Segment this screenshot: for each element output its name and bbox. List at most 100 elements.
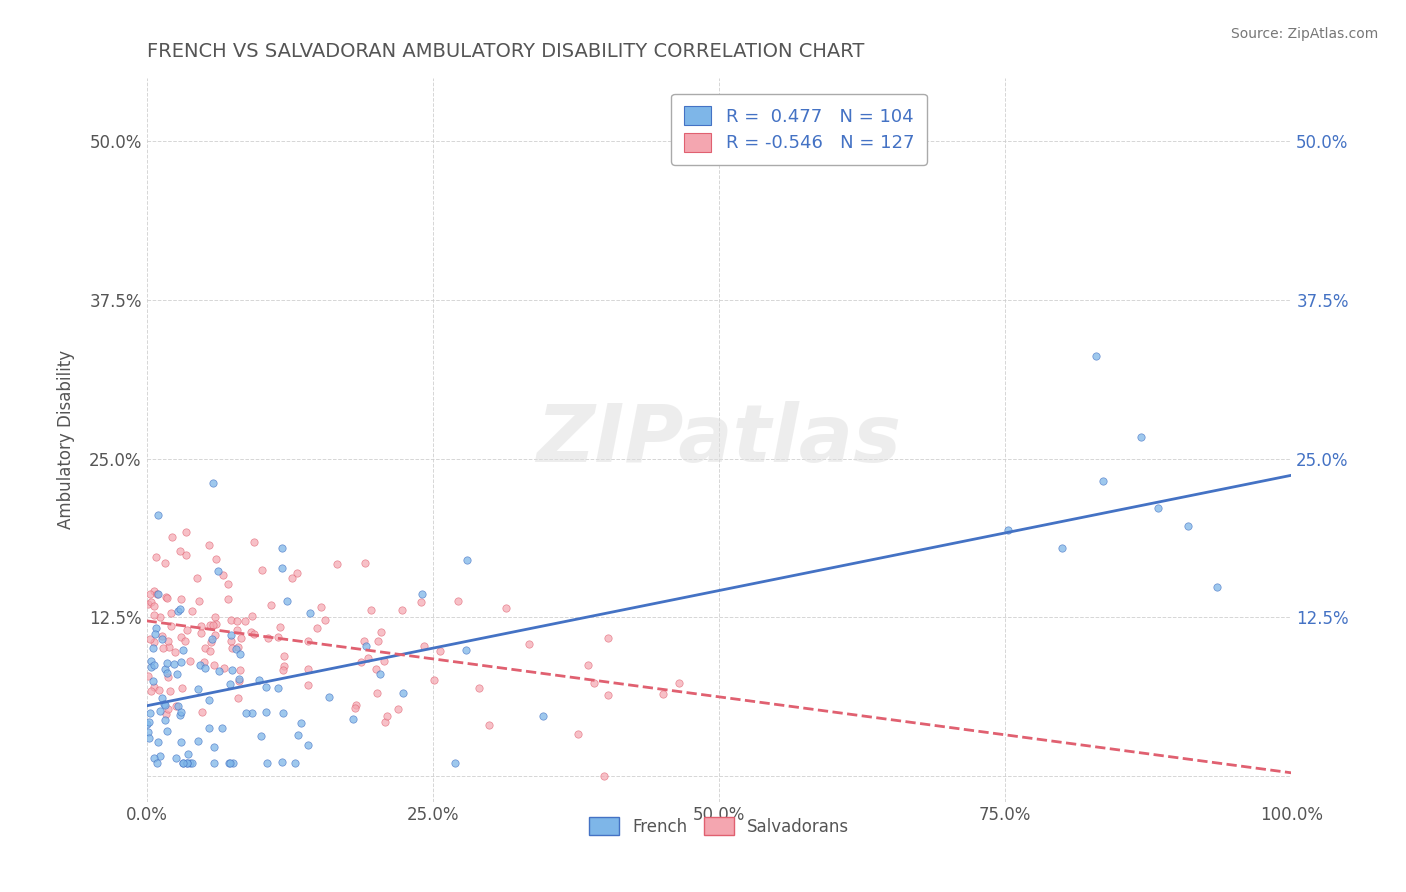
Point bbox=[167, 699, 190, 714]
Point bbox=[1130, 430, 1153, 444]
Point bbox=[231, 631, 253, 645]
Point bbox=[170, 706, 193, 720]
Point bbox=[1085, 349, 1108, 363]
Point bbox=[157, 640, 180, 654]
Point bbox=[198, 643, 221, 657]
Point bbox=[198, 617, 221, 632]
Point bbox=[139, 595, 162, 609]
Point bbox=[157, 670, 180, 684]
Point bbox=[360, 603, 382, 617]
Point bbox=[299, 606, 322, 620]
Point bbox=[219, 677, 242, 691]
Point bbox=[1206, 580, 1229, 594]
Point bbox=[668, 676, 690, 690]
Point bbox=[194, 641, 217, 656]
Point bbox=[1177, 518, 1199, 533]
Point bbox=[201, 475, 224, 490]
Point bbox=[229, 663, 252, 677]
Point bbox=[150, 629, 173, 643]
Point bbox=[228, 647, 250, 661]
Point bbox=[287, 728, 309, 742]
Point bbox=[225, 642, 247, 657]
Point bbox=[143, 627, 166, 641]
Point bbox=[342, 712, 364, 726]
Point bbox=[387, 702, 409, 716]
Point bbox=[271, 663, 294, 677]
Point bbox=[186, 571, 208, 585]
Point bbox=[198, 692, 221, 706]
Point bbox=[997, 523, 1019, 537]
Point bbox=[350, 655, 373, 669]
Point bbox=[273, 658, 295, 673]
Point bbox=[533, 709, 555, 723]
Point bbox=[468, 681, 491, 695]
Point bbox=[152, 640, 174, 655]
Point bbox=[139, 632, 162, 646]
Point bbox=[297, 662, 319, 676]
Point bbox=[190, 626, 212, 640]
Point bbox=[157, 633, 180, 648]
Point bbox=[314, 613, 336, 627]
Point bbox=[271, 756, 294, 770]
Point bbox=[413, 639, 436, 653]
Point bbox=[142, 658, 165, 673]
Point bbox=[219, 756, 242, 771]
Point bbox=[228, 674, 250, 689]
Point bbox=[247, 673, 270, 688]
Point bbox=[281, 570, 304, 584]
Point bbox=[271, 706, 294, 720]
Point bbox=[156, 591, 179, 605]
Point bbox=[170, 681, 193, 695]
Point bbox=[148, 683, 170, 698]
Point bbox=[297, 738, 319, 752]
Point bbox=[141, 684, 163, 698]
Point bbox=[177, 747, 200, 761]
Point bbox=[169, 602, 191, 616]
Point bbox=[374, 714, 396, 729]
Point bbox=[576, 658, 599, 673]
Point bbox=[176, 756, 198, 771]
Point bbox=[193, 655, 215, 669]
Point bbox=[285, 566, 308, 581]
Point bbox=[188, 593, 211, 607]
Point bbox=[155, 698, 177, 712]
Point bbox=[366, 686, 388, 700]
Point bbox=[456, 553, 478, 567]
Point bbox=[136, 597, 159, 611]
Point bbox=[356, 639, 378, 653]
Point bbox=[176, 623, 198, 637]
Point bbox=[139, 587, 162, 601]
Point bbox=[191, 705, 214, 719]
Point bbox=[179, 756, 201, 771]
Point bbox=[297, 633, 319, 648]
Point bbox=[155, 724, 177, 739]
Point bbox=[411, 594, 433, 608]
Point bbox=[270, 561, 292, 575]
Point bbox=[273, 648, 295, 663]
Point bbox=[150, 632, 173, 646]
Point bbox=[138, 714, 160, 729]
Point bbox=[1091, 475, 1114, 489]
Point bbox=[187, 733, 209, 747]
Point bbox=[205, 552, 228, 566]
Point bbox=[226, 640, 249, 654]
Point bbox=[149, 704, 172, 718]
Point bbox=[309, 599, 332, 614]
Point bbox=[221, 641, 243, 656]
Point bbox=[200, 635, 222, 649]
Point bbox=[219, 628, 242, 642]
Point bbox=[174, 549, 197, 563]
Point bbox=[366, 662, 388, 676]
Point bbox=[166, 699, 188, 714]
Point bbox=[148, 508, 170, 523]
Point bbox=[305, 621, 328, 635]
Point bbox=[179, 654, 201, 668]
Point bbox=[1147, 500, 1170, 515]
Point bbox=[370, 625, 392, 640]
Point bbox=[423, 673, 446, 687]
Point bbox=[136, 717, 159, 731]
Point bbox=[212, 568, 235, 582]
Point bbox=[148, 586, 170, 600]
Point bbox=[326, 558, 349, 572]
Point bbox=[156, 657, 179, 671]
